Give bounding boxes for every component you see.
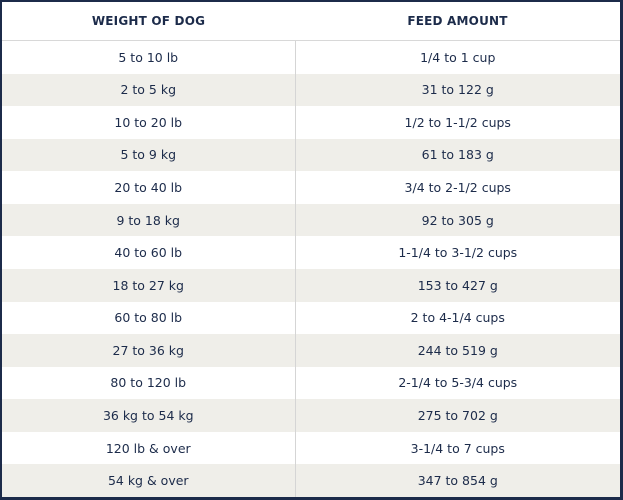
feed-amount-cell: 244 to 519 g xyxy=(295,334,620,367)
feed-amount-cell: 1/4 to 1 cup xyxy=(295,40,620,74)
feed-amount-cell: 153 to 427 g xyxy=(295,268,620,302)
table-header: WEIGHT OF DOG FEED AMOUNT xyxy=(2,2,620,41)
feed-amount-cell: 1-1/4 to 3-1/2 cups xyxy=(295,236,620,269)
table-body: 5 to 10 lb 1/4 to 1 cup 2 to 5 kg 31 to … xyxy=(2,40,620,497)
weight-cell: 9 to 18 kg xyxy=(2,203,296,237)
feed-amount-cell: 3/4 to 2-1/2 cups xyxy=(295,171,620,204)
feed-amount-cell: 3-1/4 to 7 cups xyxy=(295,431,620,465)
header-row: WEIGHT OF DOG FEED AMOUNT xyxy=(2,2,620,41)
weight-cell: 2 to 5 kg xyxy=(2,73,296,107)
feed-amount-cell: 2-1/4 to 5-3/4 cups xyxy=(295,366,620,400)
table-row: 60 to 80 lb 2 to 4-1/4 cups xyxy=(2,301,620,335)
table-row: 40 to 60 lb 1-1/4 to 3-1/2 cups xyxy=(2,236,620,269)
weight-cell: 36 kg to 54 kg xyxy=(2,399,296,432)
feed-amount-cell: 61 to 183 g xyxy=(295,138,620,172)
table-row: 10 to 20 lb 1/2 to 1-1/2 cups xyxy=(2,106,620,139)
table-row: 54 kg & over 347 to 854 g xyxy=(2,464,620,497)
weight-cell: 80 to 120 lb xyxy=(2,366,296,400)
table-row: 80 to 120 lb 2-1/4 to 5-3/4 cups xyxy=(2,366,620,400)
header-weight-of-dog: WEIGHT OF DOG xyxy=(2,2,295,41)
weight-cell: 120 lb & over xyxy=(2,431,296,465)
weight-cell: 5 to 10 lb xyxy=(2,40,296,74)
table-row: 2 to 5 kg 31 to 122 g xyxy=(2,73,620,107)
table-row: 18 to 27 kg 153 to 427 g xyxy=(2,268,620,302)
weight-cell: 20 to 40 lb xyxy=(2,171,296,204)
feed-amount-cell: 31 to 122 g xyxy=(295,73,620,107)
table-row: 120 lb & over 3-1/4 to 7 cups xyxy=(2,431,620,465)
table-row: 36 kg to 54 kg 275 to 702 g xyxy=(2,399,620,432)
table-row: 9 to 18 kg 92 to 305 g xyxy=(2,203,620,237)
weight-cell: 27 to 36 kg xyxy=(2,334,296,367)
feed-amount-cell: 92 to 305 g xyxy=(295,203,620,237)
weight-cell: 10 to 20 lb xyxy=(2,106,296,139)
table-row: 27 to 36 kg 244 to 519 g xyxy=(2,334,620,367)
header-feed-amount: FEED AMOUNT xyxy=(295,2,620,41)
feed-amount-cell: 1/2 to 1-1/2 cups xyxy=(295,106,620,139)
feed-amount-cell: 347 to 854 g xyxy=(295,464,620,497)
table-row: 5 to 10 lb 1/4 to 1 cup xyxy=(2,40,620,74)
feed-amount-cell: 275 to 702 g xyxy=(295,399,620,432)
weight-cell: 40 to 60 lb xyxy=(2,236,296,269)
weight-cell: 18 to 27 kg xyxy=(2,268,296,302)
feed-amount-cell: 2 to 4-1/4 cups xyxy=(295,301,620,335)
weight-cell: 60 to 80 lb xyxy=(2,301,296,335)
table-row: 20 to 40 lb 3/4 to 2-1/2 cups xyxy=(2,171,620,204)
weight-cell: 54 kg & over xyxy=(2,464,296,497)
table-row: 5 to 9 kg 61 to 183 g xyxy=(2,138,620,172)
weight-cell: 5 to 9 kg xyxy=(2,138,296,172)
